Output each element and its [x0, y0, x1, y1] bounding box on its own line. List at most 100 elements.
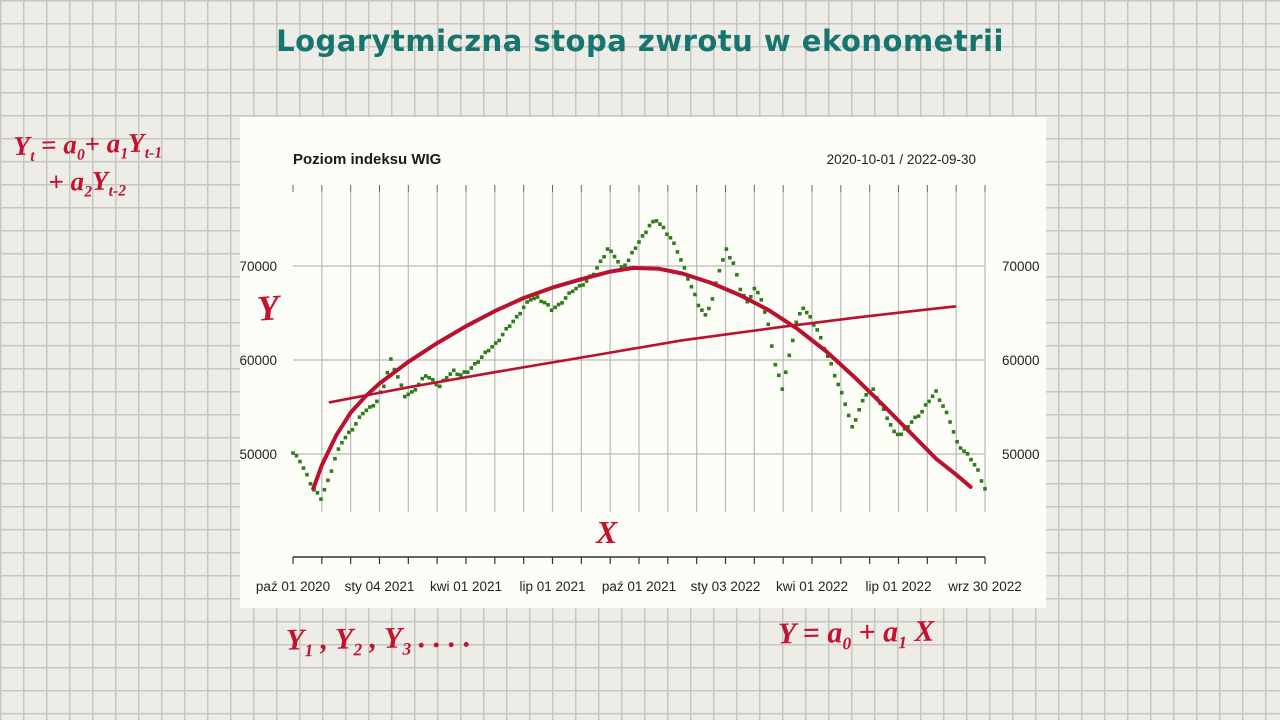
wig-data-point	[780, 387, 785, 391]
wig-data-point	[329, 469, 334, 473]
annotation-sequence: Y1 , Y2 , Y3 . . . .	[285, 620, 472, 661]
wig-data-point	[665, 232, 669, 237]
wig-data-point	[333, 456, 337, 461]
wig-data-point	[728, 255, 732, 260]
y-axis-label-left: 50000	[240, 447, 277, 462]
wig-data-point	[291, 451, 295, 455]
wig-data-point	[298, 459, 302, 464]
wig-data-point	[654, 219, 659, 223]
wig-data-point	[661, 225, 666, 230]
wig-data-point	[623, 263, 627, 268]
wig-data-point	[644, 230, 648, 235]
wig-data-point	[305, 472, 309, 477]
wig-data-point	[595, 266, 599, 270]
wig-data-point	[549, 308, 554, 312]
annotation-linear-model: Y = a0 + a1 X	[777, 614, 935, 654]
wig-chart-panel: Poziom indeksu WIG 2020-10-01 / 2022-09-…	[240, 117, 1046, 608]
wig-data-point	[472, 361, 477, 366]
wig-data-point	[343, 435, 348, 440]
wig-data-point	[787, 353, 792, 358]
wig-data-point	[794, 320, 799, 325]
annotation-ar-model-line2: + a2Yt-2	[48, 165, 127, 201]
wig-data-point	[490, 345, 495, 349]
wig-data-point	[364, 408, 369, 413]
wig-data-point	[609, 249, 613, 254]
annotation-y-axis-letter: Y	[255, 287, 281, 329]
wig-data-point	[361, 411, 365, 416]
wig-data-point	[850, 424, 854, 429]
wig-data-point	[389, 357, 393, 361]
wig-data-point	[521, 305, 526, 310]
wig-data-point	[763, 310, 767, 314]
wig-data-point	[927, 399, 931, 404]
wig-data-point	[633, 246, 638, 250]
wig-data-point	[560, 301, 564, 305]
linear-fit-line	[328, 305, 957, 404]
wig-data-point	[682, 266, 687, 270]
wig-data-point	[815, 328, 820, 332]
wig-data-point	[703, 313, 708, 317]
wig-data-point	[888, 423, 893, 427]
wig-data-point	[315, 491, 320, 495]
x-axis-label: sty 04 2021	[345, 579, 415, 594]
wig-data-point	[640, 234, 645, 238]
wig-data-point	[574, 286, 578, 291]
wig-data-point	[773, 362, 778, 367]
x-axis-label: paź 01 2020	[256, 579, 330, 594]
wig-data-point	[808, 314, 813, 319]
wig-data-point	[410, 390, 414, 394]
wig-data-point	[899, 432, 903, 437]
wig-data-point	[679, 258, 683, 262]
wig-data-point	[322, 487, 327, 492]
wig-data-point	[839, 390, 844, 395]
wig-data-point	[934, 389, 938, 393]
wig-data-point	[983, 486, 987, 491]
wig-data-point	[857, 408, 861, 412]
wig-data-point	[553, 305, 557, 310]
y-axis-label-left: 70000	[240, 259, 277, 274]
wig-data-point	[721, 258, 725, 262]
wig-data-point	[707, 306, 711, 311]
wig-data-point	[430, 377, 435, 382]
wig-data-point	[976, 468, 980, 472]
wig-data-point	[909, 420, 914, 424]
wig-data-point	[853, 418, 858, 422]
wig-data-point	[371, 403, 376, 408]
wig-data-point	[895, 432, 900, 437]
x-axis-label: sty 03 2022	[691, 579, 761, 594]
wig-data-point	[326, 478, 330, 483]
wig-data-point	[836, 382, 841, 387]
wig-data-point	[455, 372, 460, 377]
page-title: Logarytmiczna stopa zwrotu w ekonometrii	[276, 24, 1004, 58]
wig-data-point	[570, 289, 575, 294]
wig-data-point	[962, 449, 966, 453]
wig-data-point	[686, 277, 690, 281]
wig-data-point	[969, 457, 973, 462]
wig-data-point	[658, 222, 662, 226]
wig-data-point	[598, 259, 603, 264]
wig-data-point	[434, 382, 439, 387]
wig-data-point	[923, 403, 928, 407]
wig-data-point	[612, 254, 617, 259]
chart-title: Poziom indeksu WIG	[293, 151, 442, 168]
wig-data-point	[616, 259, 620, 264]
wig-data-point	[427, 376, 432, 380]
wig-data-point	[497, 338, 502, 343]
wig-data-point	[920, 409, 924, 414]
wig-data-point	[308, 482, 313, 486]
wig-data-point	[735, 272, 739, 277]
wig-data-point	[668, 236, 673, 240]
wig-data-point	[892, 429, 896, 434]
wig-data-point	[937, 398, 942, 402]
wig-data-point	[458, 373, 463, 377]
wig-data-point	[347, 430, 351, 435]
wig-data-point	[479, 355, 484, 359]
wig-data-point	[476, 360, 481, 364]
wig-chart: paź 01 2020 sty 04 2021 kwi 01 2021 lip 01 …	[240, 185, 1040, 594]
wig-data-point	[770, 344, 774, 348]
wig-data-point	[465, 370, 470, 375]
wig-data-point	[972, 463, 977, 467]
wig-data-point	[860, 398, 865, 403]
wig-data-point	[724, 247, 729, 251]
